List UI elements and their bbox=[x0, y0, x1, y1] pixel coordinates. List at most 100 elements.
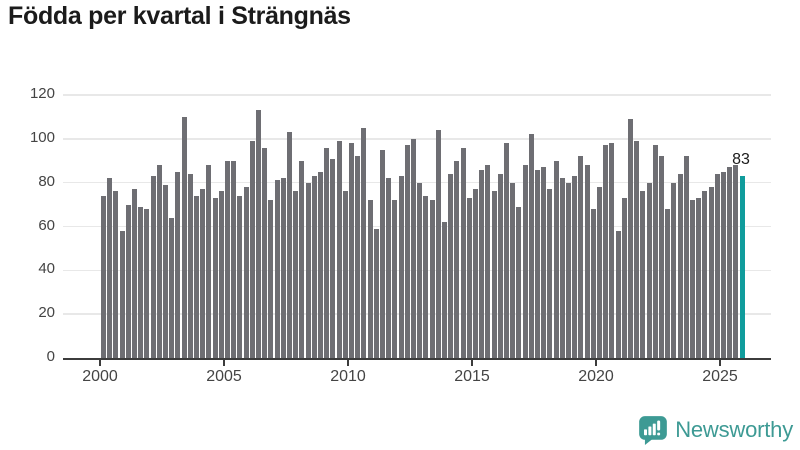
bar bbox=[218, 191, 224, 358]
bar bbox=[305, 182, 311, 358]
y-axis-tick-label: 60 bbox=[38, 216, 55, 234]
gridline bbox=[63, 94, 771, 96]
bar bbox=[479, 169, 485, 358]
bar bbox=[386, 178, 392, 358]
gridline bbox=[63, 138, 771, 140]
bar bbox=[702, 191, 708, 358]
bar bbox=[473, 189, 478, 358]
bar bbox=[435, 130, 441, 358]
bar bbox=[485, 165, 491, 358]
y-axis-tick-label: 20 bbox=[38, 304, 55, 322]
bar bbox=[237, 195, 243, 358]
bar bbox=[522, 165, 528, 358]
bar bbox=[212, 198, 218, 358]
bar bbox=[721, 171, 726, 358]
bar bbox=[125, 204, 131, 358]
bar bbox=[547, 189, 553, 358]
x-axis-tick bbox=[223, 360, 225, 366]
y-axis-tick-label: 0 bbox=[46, 348, 55, 365]
bar bbox=[448, 173, 454, 358]
bar bbox=[615, 230, 621, 358]
bar bbox=[683, 156, 689, 358]
bar bbox=[231, 160, 237, 358]
bar bbox=[516, 206, 522, 358]
bar bbox=[578, 156, 584, 358]
bar bbox=[206, 165, 212, 358]
bar bbox=[559, 178, 565, 358]
bar-chart-plot-area: 83 bbox=[63, 94, 771, 360]
bar bbox=[411, 138, 416, 358]
bar bbox=[404, 145, 410, 358]
bar bbox=[590, 208, 596, 358]
bar bbox=[466, 198, 472, 358]
bar bbox=[417, 182, 423, 358]
bar bbox=[367, 200, 373, 358]
bar bbox=[621, 198, 627, 358]
bar bbox=[708, 187, 714, 358]
bar bbox=[144, 208, 150, 358]
bar-value-label: 83 bbox=[732, 151, 750, 169]
bar bbox=[733, 165, 739, 358]
bar bbox=[150, 176, 156, 358]
gridline bbox=[63, 313, 771, 315]
bar bbox=[194, 195, 199, 358]
bar bbox=[101, 195, 106, 358]
x-axis-tick-label: 2020 bbox=[578, 368, 614, 385]
bar bbox=[504, 143, 509, 358]
bar bbox=[287, 132, 292, 358]
bar bbox=[262, 147, 268, 358]
page-title: Födda per kvartal i Strängnäs bbox=[8, 2, 351, 30]
y-axis-tick-label: 80 bbox=[38, 172, 55, 190]
x-axis-tick-label: 2000 bbox=[82, 368, 118, 385]
bar bbox=[280, 178, 286, 358]
bar bbox=[640, 191, 646, 358]
x-axis-tick-label: 2010 bbox=[330, 368, 366, 385]
bar bbox=[156, 165, 162, 358]
bar bbox=[163, 184, 168, 358]
y-axis-tick-label: 100 bbox=[29, 128, 55, 146]
bar bbox=[634, 141, 640, 358]
x-axis: 2000 2005 2010 2015 2020 2025 bbox=[63, 360, 771, 400]
bar bbox=[572, 176, 578, 358]
bar bbox=[727, 167, 733, 358]
bar bbox=[671, 182, 677, 358]
bar bbox=[200, 189, 206, 358]
x-axis-tick bbox=[719, 360, 721, 366]
bar bbox=[491, 191, 497, 358]
x-axis-tick bbox=[471, 360, 473, 366]
y-axis: 0 20 40 60 80 100 120 bbox=[0, 85, 55, 365]
bar bbox=[249, 141, 255, 358]
x-axis-tick bbox=[99, 360, 101, 366]
bar bbox=[714, 173, 720, 358]
bar bbox=[330, 158, 336, 358]
bar bbox=[429, 200, 435, 358]
newsworthy-logo-text: Newsworthy bbox=[675, 417, 793, 442]
gridline bbox=[63, 225, 771, 228]
bar bbox=[454, 160, 460, 358]
bar bbox=[299, 160, 305, 358]
bar bbox=[460, 147, 466, 358]
bar bbox=[342, 191, 348, 358]
bar bbox=[324, 147, 330, 358]
bar bbox=[628, 119, 633, 358]
bar bbox=[603, 145, 609, 358]
bar bbox=[398, 176, 404, 358]
highlighted-bar bbox=[739, 176, 745, 358]
bar bbox=[423, 195, 429, 358]
bar bbox=[677, 173, 683, 358]
bar bbox=[535, 169, 540, 358]
bar bbox=[690, 200, 695, 358]
bar bbox=[243, 187, 249, 358]
bar bbox=[169, 217, 175, 358]
bar bbox=[318, 171, 323, 358]
bar bbox=[528, 134, 534, 358]
bar bbox=[553, 160, 559, 358]
bar bbox=[510, 182, 516, 358]
bar bbox=[107, 178, 113, 358]
bar bbox=[349, 143, 354, 358]
y-axis-tick-label: 40 bbox=[38, 260, 55, 278]
bar bbox=[225, 160, 230, 358]
x-axis-tick-label: 2005 bbox=[206, 368, 242, 385]
newsworthy-logo[interactable]: Newsworthy bbox=[638, 415, 793, 445]
